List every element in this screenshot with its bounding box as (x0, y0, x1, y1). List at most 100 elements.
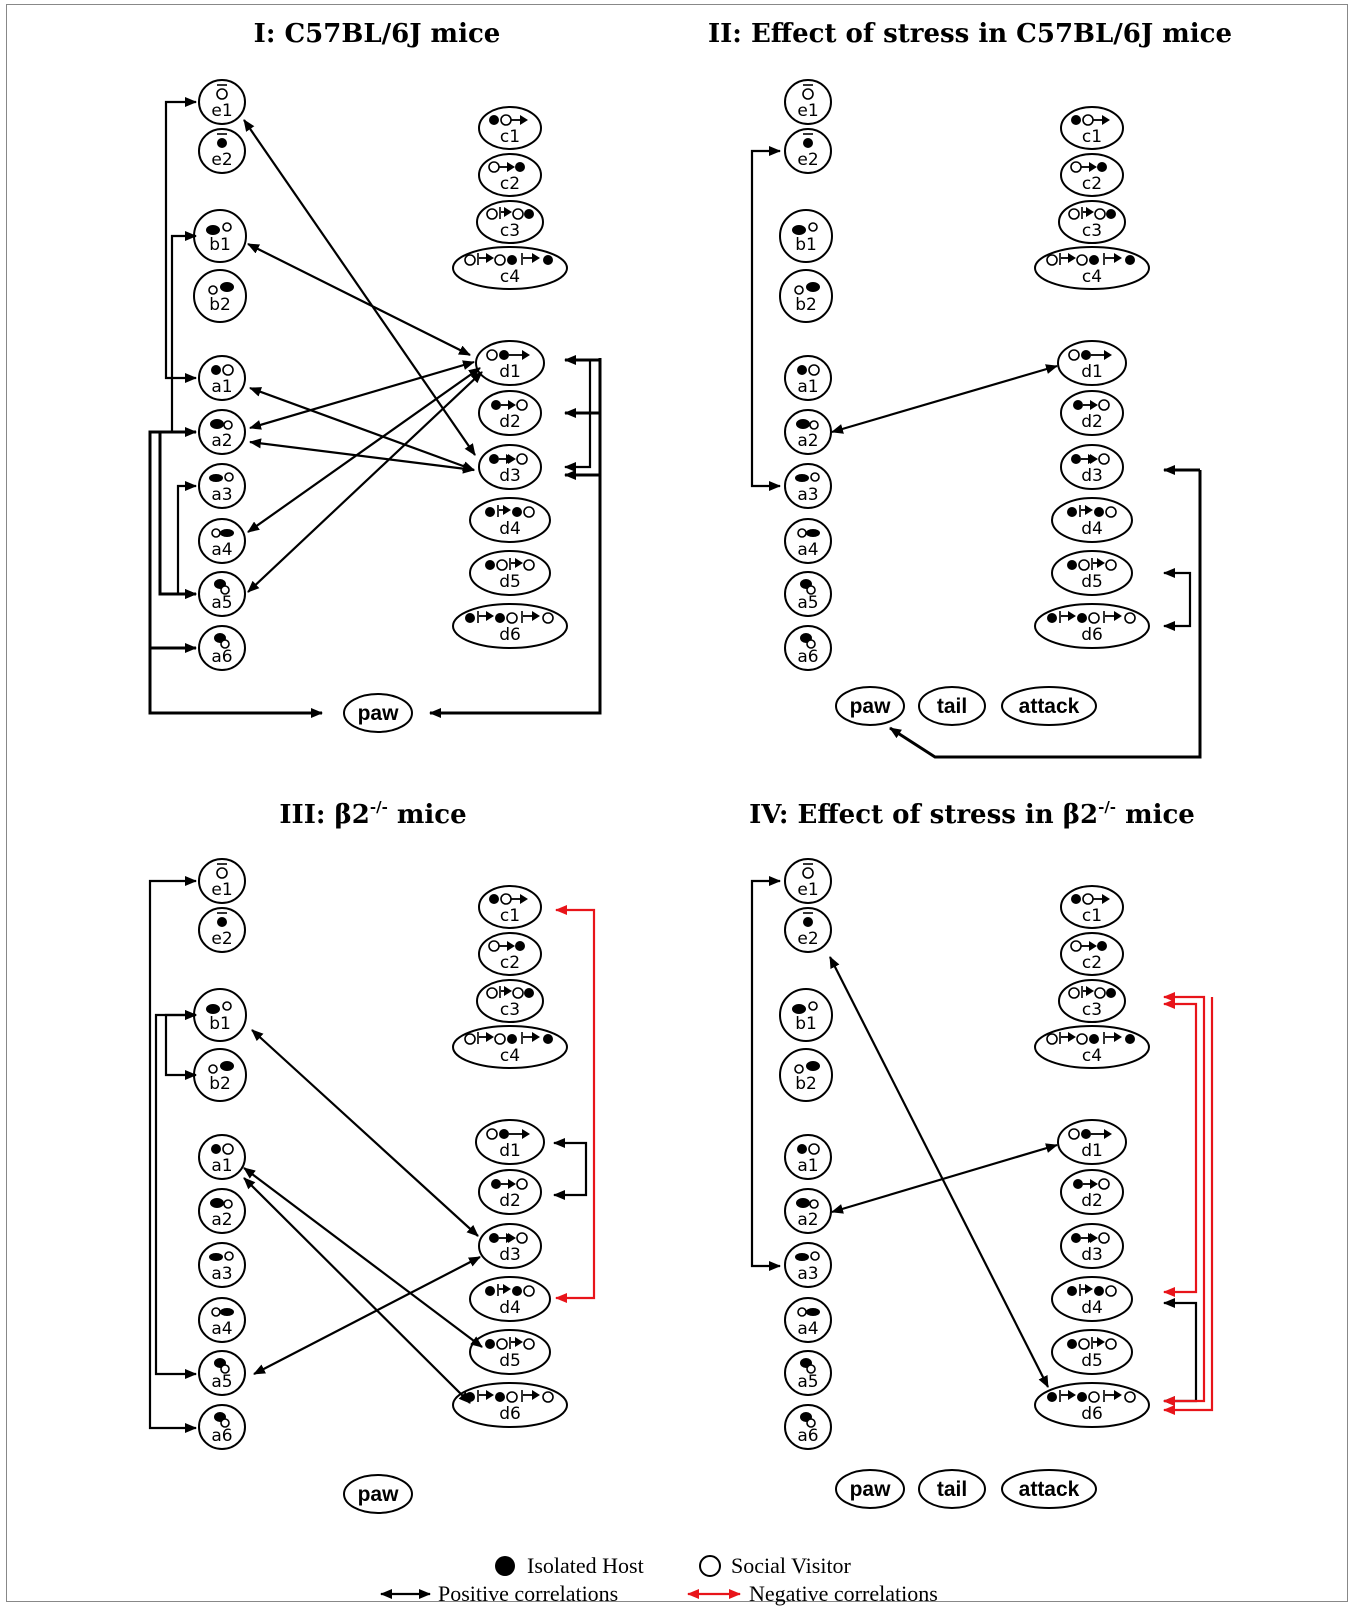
p4-node-d5-label: d5 (1081, 1351, 1103, 1371)
p4-node-paw: paw (835, 1469, 905, 1509)
p4-node-c3-label: c3 (1082, 1000, 1102, 1020)
p3-node-paw-label: paw (358, 1483, 400, 1506)
p1-node-a6-label: a6 (211, 647, 232, 667)
p1-node-paw-label: paw (358, 702, 400, 725)
bracket-connector-24 (148, 876, 197, 1433)
bracket-connector-25 (164, 1010, 197, 1080)
p2-node-c2-label: c2 (1082, 174, 1102, 194)
p3-node-e2: e2 (198, 907, 246, 953)
p3-node-c1-label: c1 (500, 906, 520, 926)
p1-node-c1: c1 (478, 106, 542, 150)
p3-node-c4-label: c4 (500, 1046, 520, 1066)
p2-node-b2-label: b2 (795, 295, 817, 315)
p1-node-c2-label: c2 (500, 174, 520, 194)
p4-node-tail: tail (918, 1469, 986, 1509)
bracket-connector-21 (889, 470, 1202, 759)
figure-frame (6, 4, 1348, 1602)
p2-node-d3: d3 (1060, 444, 1124, 490)
p1-node-c4: c4 (452, 246, 568, 290)
connector-20 (831, 364, 1058, 434)
p3-node-d6-label: d6 (499, 1404, 521, 1424)
p1-node-d1-label: d1 (499, 362, 521, 382)
p3-node-a6: a6 (198, 1404, 246, 1450)
p2-node-e1-label: e1 (797, 101, 818, 121)
p2-node-c4: c4 (1034, 246, 1150, 290)
p2-node-a4-label: a4 (797, 540, 818, 560)
legend-negative: Negative correlations (749, 1581, 938, 1606)
p4-node-c2: c2 (1060, 932, 1124, 976)
p2-node-a3: a3 (784, 463, 832, 509)
p3-node-a4-label: a4 (211, 1319, 232, 1339)
p1-node-e1-label: e1 (211, 101, 232, 121)
p4-node-a6: a6 (784, 1404, 832, 1450)
legend-host: Isolated Host (527, 1553, 644, 1578)
bracket-connector-3 (176, 481, 197, 599)
p4-node-d2-label: d2 (1081, 1191, 1103, 1211)
p3-node-d1: d1 (475, 1119, 545, 1165)
panel-1-title: I: C57BL/6J mice (254, 19, 501, 49)
bracket-connector-2 (170, 231, 197, 437)
p1-node-a1: a1 (198, 355, 246, 401)
p4-node-d4-label: d4 (1081, 1298, 1103, 1318)
bracket-connector-5 (148, 432, 197, 653)
p2-node-c1-label: c1 (1082, 127, 1102, 147)
p1-node-d5: d5 (469, 550, 551, 596)
p3-node-c2: c2 (478, 932, 542, 976)
p4-node-d5: d5 (1051, 1329, 1133, 1375)
p2-node-b1-label: b1 (795, 235, 817, 255)
p3-node-a1: a1 (198, 1134, 246, 1180)
p1-node-a3-label: a3 (211, 485, 232, 505)
p4-node-d3: d3 (1060, 1223, 1124, 1269)
panel-4-title: IV: Effect of stress in β2-/- mice (749, 798, 1195, 830)
p2-node-a6: a6 (784, 625, 832, 671)
p3-node-d6: d6 (452, 1382, 568, 1428)
p1-node-c3: c3 (476, 200, 544, 244)
p1-node-e2-label: e2 (211, 150, 232, 170)
bracket-connector-1 (164, 97, 197, 383)
p4-node-a5: a5 (784, 1350, 832, 1396)
p1-node-b1-label: b1 (209, 235, 231, 255)
p1-node-e1: e1 (198, 79, 246, 125)
p1-node-a1-label: a1 (211, 377, 232, 397)
p3-node-c3-label: c3 (500, 1000, 520, 1020)
p1-node-d2: d2 (478, 390, 542, 436)
connector-34 (831, 1143, 1058, 1214)
p3-node-b1-label: b1 (209, 1014, 231, 1034)
p1-node-a2: a2 (198, 409, 246, 455)
p4-node-a1: a1 (784, 1134, 832, 1180)
connector-28 (243, 1167, 483, 1348)
p4-node-c3: c3 (1058, 979, 1126, 1023)
p3-node-d3-label: d3 (499, 1245, 521, 1265)
p4-node-a4: a4 (784, 1297, 832, 1343)
p4-node-attack: attack (1001, 1469, 1097, 1509)
p2-node-attack-label: attack (1019, 695, 1080, 718)
p4-node-a3: a3 (784, 1242, 832, 1288)
p3-node-d4-label: d4 (499, 1298, 521, 1318)
p2-node-c2: c2 (1060, 153, 1124, 197)
p1-node-a5: a5 (198, 571, 246, 617)
p1-node-d6: d6 (452, 603, 568, 649)
p1-node-a6: a6 (198, 625, 246, 671)
p4-node-paw-label: paw (850, 1478, 892, 1501)
p4-node-e1: e1 (784, 858, 832, 904)
p3-node-a3: a3 (198, 1242, 246, 1288)
p4-node-c4-label: c4 (1082, 1046, 1102, 1066)
p4-node-d2: d2 (1060, 1169, 1124, 1215)
connector-14 (249, 386, 475, 472)
legend: Isolated Host Social Visitor Positive co… (380, 1553, 938, 1606)
bracket-connector-33 (750, 876, 781, 1271)
connector-18 (247, 371, 483, 593)
p2-node-c1: c1 (1060, 106, 1124, 150)
p1-node-c3-label: c3 (500, 221, 520, 241)
p4-node-d1: d1 (1057, 1119, 1127, 1165)
p3-node-a4: a4 (198, 1297, 246, 1343)
connector-17 (247, 367, 481, 533)
p4-node-e1-label: e1 (797, 880, 818, 900)
bracket-connector-38 (1163, 999, 1198, 1297)
p4-node-d6-label: d6 (1081, 1404, 1103, 1424)
bracket-connector-37 (1163, 992, 1206, 1406)
p2-node-a1-label: a1 (797, 377, 818, 397)
p1-node-b2: b2 (193, 269, 247, 323)
connector-12 (243, 119, 476, 456)
